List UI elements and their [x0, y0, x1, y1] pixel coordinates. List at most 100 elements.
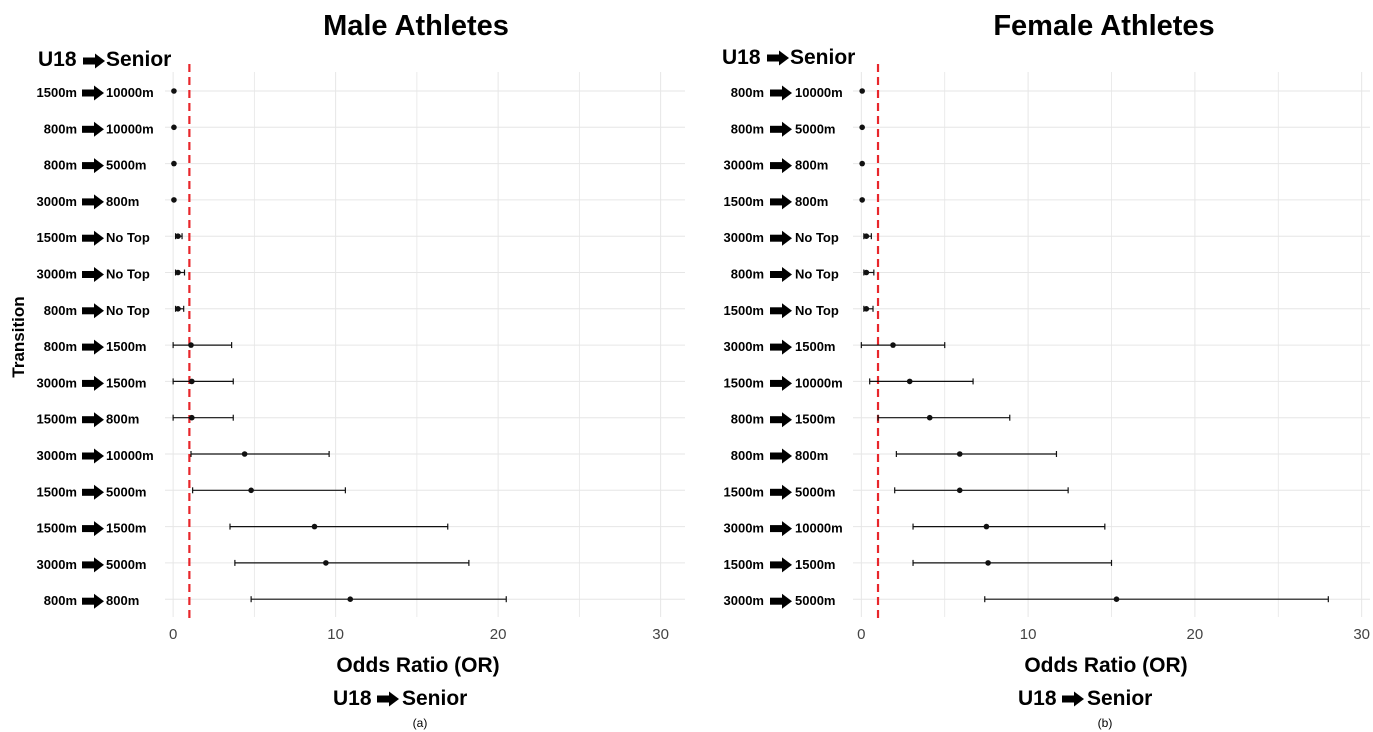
row-arrow-icon — [770, 303, 792, 319]
row-label-to: 5000m — [795, 593, 835, 608]
row-label: 800m 1500m — [44, 339, 146, 355]
or-point — [956, 451, 963, 457]
row-label: 800m No Top — [44, 303, 150, 319]
row-label: 3000m 10000m — [37, 448, 154, 464]
or-point — [985, 560, 991, 566]
row-label: 800m 800m — [44, 593, 139, 609]
x-tick-label: 10 — [1020, 626, 1037, 643]
row-label-from: 3000m — [37, 267, 77, 282]
or-point — [241, 451, 248, 457]
row-label: 1500m No Top — [724, 303, 839, 319]
x-axis-label-female: Odds Ratio (OR) — [1024, 654, 1187, 677]
row-arrow-icon — [770, 412, 792, 428]
row-label-to: 10000m — [106, 121, 154, 136]
row-label: 1500m 1500m — [37, 521, 146, 537]
row-label-from: 1500m — [37, 412, 77, 427]
row-arrow-icon — [770, 267, 792, 282]
row-label: 800m 800m — [731, 448, 828, 464]
row-arrow-icon — [770, 158, 792, 174]
row-label-to: 5000m — [795, 484, 835, 499]
row-label-from: 800m — [44, 593, 77, 608]
or-point — [956, 487, 963, 494]
row-arrow-icon — [770, 230, 792, 246]
row-arrow-icon — [82, 230, 104, 246]
x-sublabel-left: U18 — [333, 687, 372, 710]
row-arrow-icon — [82, 121, 104, 137]
x-axis-sublabel-female: U18 Senior — [1018, 687, 1152, 710]
row-label-from: 3000m — [724, 593, 764, 608]
row-label: 3000m 10000m — [724, 521, 843, 537]
row-label-to: 1500m — [106, 521, 146, 536]
row-label-from: 3000m — [724, 230, 764, 245]
row-label-to: No Top — [106, 303, 150, 318]
row-arrow-icon — [770, 375, 792, 391]
panel-female: Female Athletes U18 Senior 0 10 20 30 800m 10… — [722, 10, 1370, 730]
row-label-to: 1500m — [106, 339, 146, 354]
row-label-from: 800m — [731, 448, 764, 463]
or-point — [859, 197, 865, 203]
row-label-to: 800m — [106, 593, 139, 608]
row-label-to: 800m — [795, 448, 828, 463]
or-point — [171, 124, 177, 131]
or-point — [859, 160, 865, 167]
or-point — [983, 523, 990, 530]
subtitle-left-label: U18 — [722, 46, 761, 69]
or-point — [323, 560, 329, 566]
or-point — [347, 596, 354, 602]
x-tick-label: 0 — [169, 626, 177, 643]
x-tick-label: 10 — [327, 626, 344, 643]
row-label: 3000m 1500m — [724, 339, 835, 355]
or-point — [188, 342, 194, 348]
row-label-from: 1500m — [724, 484, 764, 499]
panel-title-female: Female Athletes — [993, 10, 1214, 42]
or-point — [175, 233, 181, 239]
row-label: 3000m 5000m — [724, 593, 835, 609]
panel-label-b: (b) — [1098, 716, 1113, 730]
row-label-to: 10000m — [106, 85, 154, 100]
row-label-to: 800m — [795, 158, 828, 173]
or-point — [171, 160, 177, 167]
or-point — [890, 342, 896, 348]
or-point — [863, 269, 870, 276]
subtitle-arrow-icon — [83, 53, 105, 69]
or-point — [175, 269, 181, 276]
row-label: 800m 10000m — [731, 85, 843, 101]
row-label: 3000m 1500m — [37, 375, 146, 391]
row-label: 3000m No Top — [37, 267, 150, 282]
row-label: 1500m 800m — [37, 412, 139, 428]
row-label-from: 1500m — [724, 194, 764, 209]
row-label-from: 1500m — [724, 375, 764, 390]
row-label-to: 5000m — [795, 121, 835, 136]
row-arrow-icon — [82, 194, 104, 210]
row-arrow-icon — [82, 448, 104, 464]
row-label-from: 1500m — [37, 230, 77, 245]
row-label-from: 800m — [731, 412, 764, 427]
row-arrow-icon — [82, 339, 104, 355]
row-label: 800m 10000m — [44, 121, 154, 137]
row-arrow-icon — [770, 484, 792, 500]
or-point — [859, 88, 865, 94]
row-arrow-icon — [82, 375, 104, 391]
row-label-from: 1500m — [37, 521, 77, 536]
panel-label-a: (a) — [413, 716, 428, 730]
row-label: 1500m 5000m — [724, 484, 835, 500]
or-point — [926, 414, 933, 421]
row-arrow-icon — [82, 521, 104, 537]
row-label: 800m 5000m — [731, 121, 835, 137]
y-axis-label: Transition — [9, 296, 28, 377]
row-label: 800m 1500m — [731, 412, 835, 428]
x-sublabel-left: U18 — [1018, 687, 1057, 710]
row-arrow-icon — [770, 194, 792, 210]
row-label-from: 800m — [44, 121, 77, 136]
row-label: 1500m 5000m — [37, 484, 146, 500]
row-label-to: No Top — [795, 267, 839, 282]
subtitle-arrow-icon — [767, 50, 789, 66]
row-label-to: 1500m — [795, 557, 835, 572]
subtitle-right-label: Senior — [790, 46, 855, 69]
row-arrow-icon — [82, 158, 104, 174]
or-point — [189, 378, 195, 385]
row-arrow-icon — [770, 593, 792, 609]
x-tick-label: 20 — [1187, 626, 1204, 643]
